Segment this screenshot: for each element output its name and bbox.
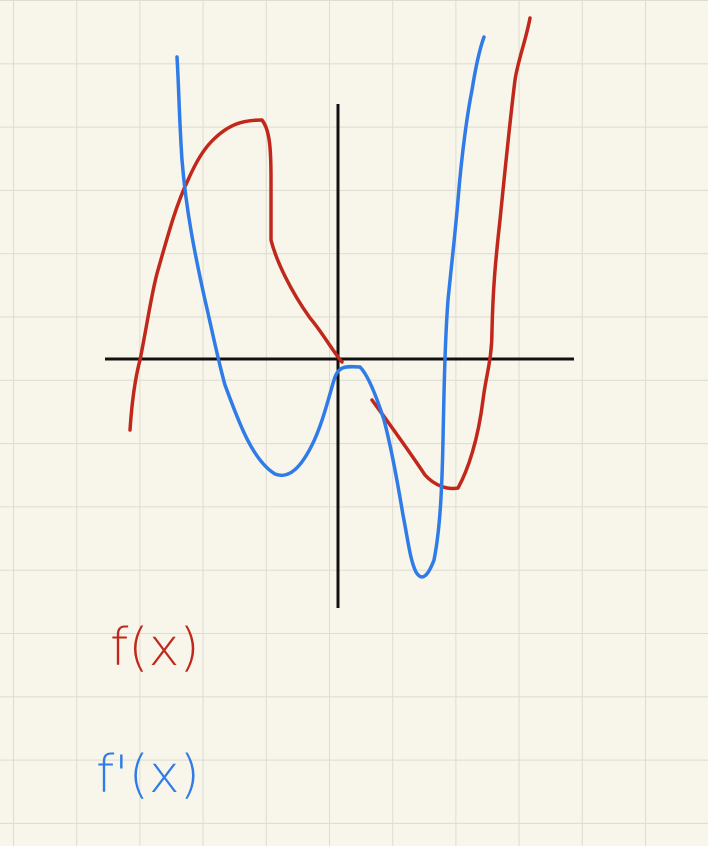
f-curve xyxy=(370,16,532,491)
f-label: f(x) xyxy=(110,618,200,678)
f-curve xyxy=(128,118,344,432)
f-prime-curve xyxy=(175,35,486,579)
f-prime-label: f'(x) xyxy=(96,745,200,805)
